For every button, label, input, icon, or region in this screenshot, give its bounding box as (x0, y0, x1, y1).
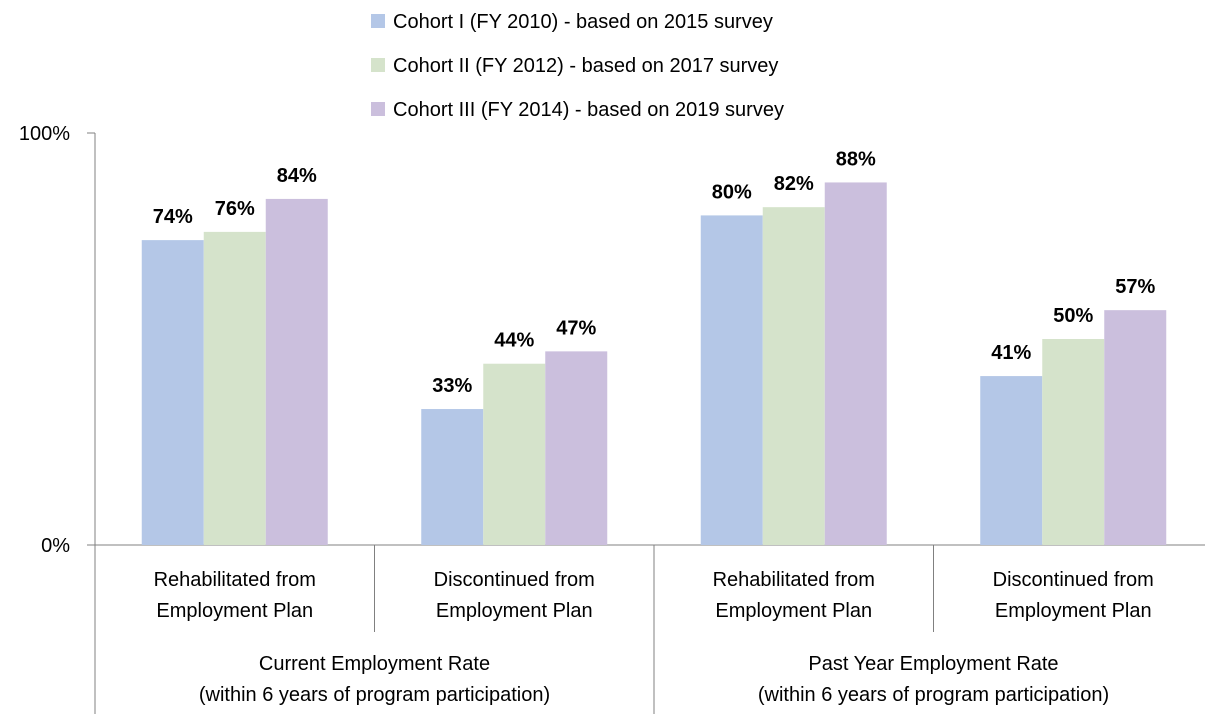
legend-label: Cohort II (FY 2012) - based on 2017 surv… (393, 55, 778, 77)
x-category-label: Discontinued from Employment Plan (993, 569, 1154, 622)
bar (265, 198, 328, 546)
data-labels: 74% 76% 84% 33% 44% 47% 80% 82% 88% 41% 50% 57% (153, 148, 1156, 397)
bar (980, 376, 1043, 545)
bar (700, 215, 763, 545)
bar (545, 351, 608, 545)
bar-value-label: 41% (991, 342, 1031, 364)
bar-value-label: 82% (774, 173, 814, 195)
bar (1104, 310, 1167, 545)
bar-value-label: 80% (712, 181, 752, 203)
bar-value-label: 88% (836, 148, 876, 170)
y-tick-label: 0% (41, 535, 70, 557)
bar (141, 240, 204, 545)
legend: Cohort I (FY 2010) - based on 2015 surve… (371, 11, 784, 121)
x-category-labels: Rehabilitated from Employment Plan Discont… (154, 569, 1154, 706)
bar-value-label: 57% (1115, 276, 1155, 298)
bar (824, 182, 887, 545)
legend-label: Cohort III (FY 2014) - based on 2019 sur… (393, 99, 784, 121)
legend-swatch (371, 58, 385, 72)
bar-value-label: 33% (432, 375, 472, 397)
bar (762, 207, 825, 545)
x-category-label: Rehabilitated from Employment Plan (713, 569, 875, 622)
legend-swatch (371, 102, 385, 116)
bar (203, 231, 266, 545)
bar-value-label: 50% (1053, 305, 1093, 327)
y-tick-label: 100% (19, 123, 70, 145)
x-category-label: Discontinued from Employment Plan (434, 569, 595, 622)
bar (421, 409, 484, 545)
bar-value-label: 47% (556, 317, 596, 339)
legend-label: Cohort I (FY 2010) - based on 2015 surve… (393, 11, 773, 33)
legend-swatch (371, 14, 385, 28)
bars (141, 182, 1167, 546)
bar-value-label: 76% (215, 198, 255, 220)
bar (1042, 339, 1105, 545)
bar-value-label: 74% (153, 206, 193, 228)
x-group-label: Current Employment Rate (within 6 years o… (199, 653, 550, 706)
bar-value-label: 84% (277, 165, 317, 187)
x-category-label: Rehabilitated from Employment Plan (154, 569, 316, 622)
bar-value-label: 44% (494, 330, 534, 352)
bar (483, 363, 546, 545)
x-group-label: Past Year Employment Rate (within 6 years… (758, 653, 1109, 706)
